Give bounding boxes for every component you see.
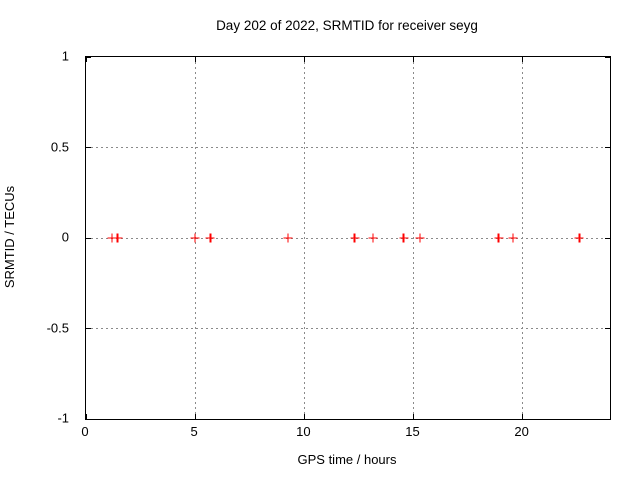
data-point-marker xyxy=(113,233,123,243)
y-tick-label: 1 xyxy=(61,48,69,64)
marker-vertical-stroke xyxy=(209,233,212,243)
data-point-marker xyxy=(190,233,200,243)
x-tick-mark xyxy=(413,414,414,419)
x-tick-mark xyxy=(85,414,87,419)
marker-vertical-stroke xyxy=(111,233,113,243)
data-point-marker xyxy=(107,233,117,243)
y-tick-mark xyxy=(86,237,91,239)
x-tick-mark xyxy=(194,414,196,419)
y-tick-label: 0 xyxy=(61,229,69,245)
data-point-marker xyxy=(205,233,215,243)
data-point-marker xyxy=(415,233,425,243)
marker-vertical-stroke xyxy=(402,233,405,243)
marker-vertical-stroke xyxy=(419,233,421,243)
y-tick-label: -1 xyxy=(57,410,69,426)
y-tick-mark xyxy=(605,328,610,329)
y-tick-mark xyxy=(86,147,91,148)
y-tick-mark xyxy=(86,328,91,329)
data-point-marker xyxy=(399,233,409,243)
marker-vertical-stroke xyxy=(287,233,289,243)
x-tick-mark xyxy=(303,57,305,62)
data-point-marker xyxy=(494,233,504,243)
y-tick-mark xyxy=(605,147,610,148)
data-point-marker xyxy=(508,233,518,243)
y-tick-mark xyxy=(605,237,610,239)
marker-vertical-stroke xyxy=(372,233,374,243)
x-tick-label: 10 xyxy=(296,424,311,439)
gridline-horizontal xyxy=(86,147,610,148)
marker-vertical-stroke xyxy=(116,233,119,243)
plot-area xyxy=(85,56,611,420)
y-tick-label: 0.5 xyxy=(50,139,69,154)
x-tick-mark xyxy=(194,57,196,62)
marker-vertical-stroke xyxy=(512,233,514,243)
x-tick-mark xyxy=(522,57,524,62)
y-tick-mark xyxy=(605,56,610,58)
y-tick-mark xyxy=(86,418,91,420)
data-point-marker xyxy=(350,233,360,243)
data-point-marker xyxy=(368,233,378,243)
x-axis-label: GPS time / hours xyxy=(297,452,397,467)
y-tick-mark xyxy=(86,56,91,58)
x-tick-mark xyxy=(85,57,87,62)
x-tick-mark xyxy=(413,57,414,62)
marker-vertical-stroke xyxy=(578,233,581,243)
gridline-horizontal xyxy=(86,328,610,329)
x-tick-mark xyxy=(522,414,524,419)
data-point-marker xyxy=(574,233,584,243)
marker-vertical-stroke xyxy=(194,233,196,243)
chart-title: Day 202 of 2022, SRMTID for receiver sey… xyxy=(216,18,478,33)
gridline-horizontal xyxy=(86,237,610,239)
x-tick-labels: 0 5 10 15 20 xyxy=(81,424,609,440)
y-tick-labels: 1 0.5 0 -0.5 -1 xyxy=(0,49,69,426)
y-tick-mark xyxy=(605,418,610,420)
x-tick-label: 5 xyxy=(190,424,198,439)
data-point-marker xyxy=(283,233,293,243)
x-tick-label: 0 xyxy=(81,424,89,439)
x-tick-mark xyxy=(303,414,305,419)
marker-vertical-stroke xyxy=(353,233,356,243)
x-tick-label: 20 xyxy=(514,424,529,439)
marker-vertical-stroke xyxy=(497,233,500,243)
x-tick-label: 15 xyxy=(405,424,420,439)
y-tick-label: -0.5 xyxy=(46,320,69,335)
